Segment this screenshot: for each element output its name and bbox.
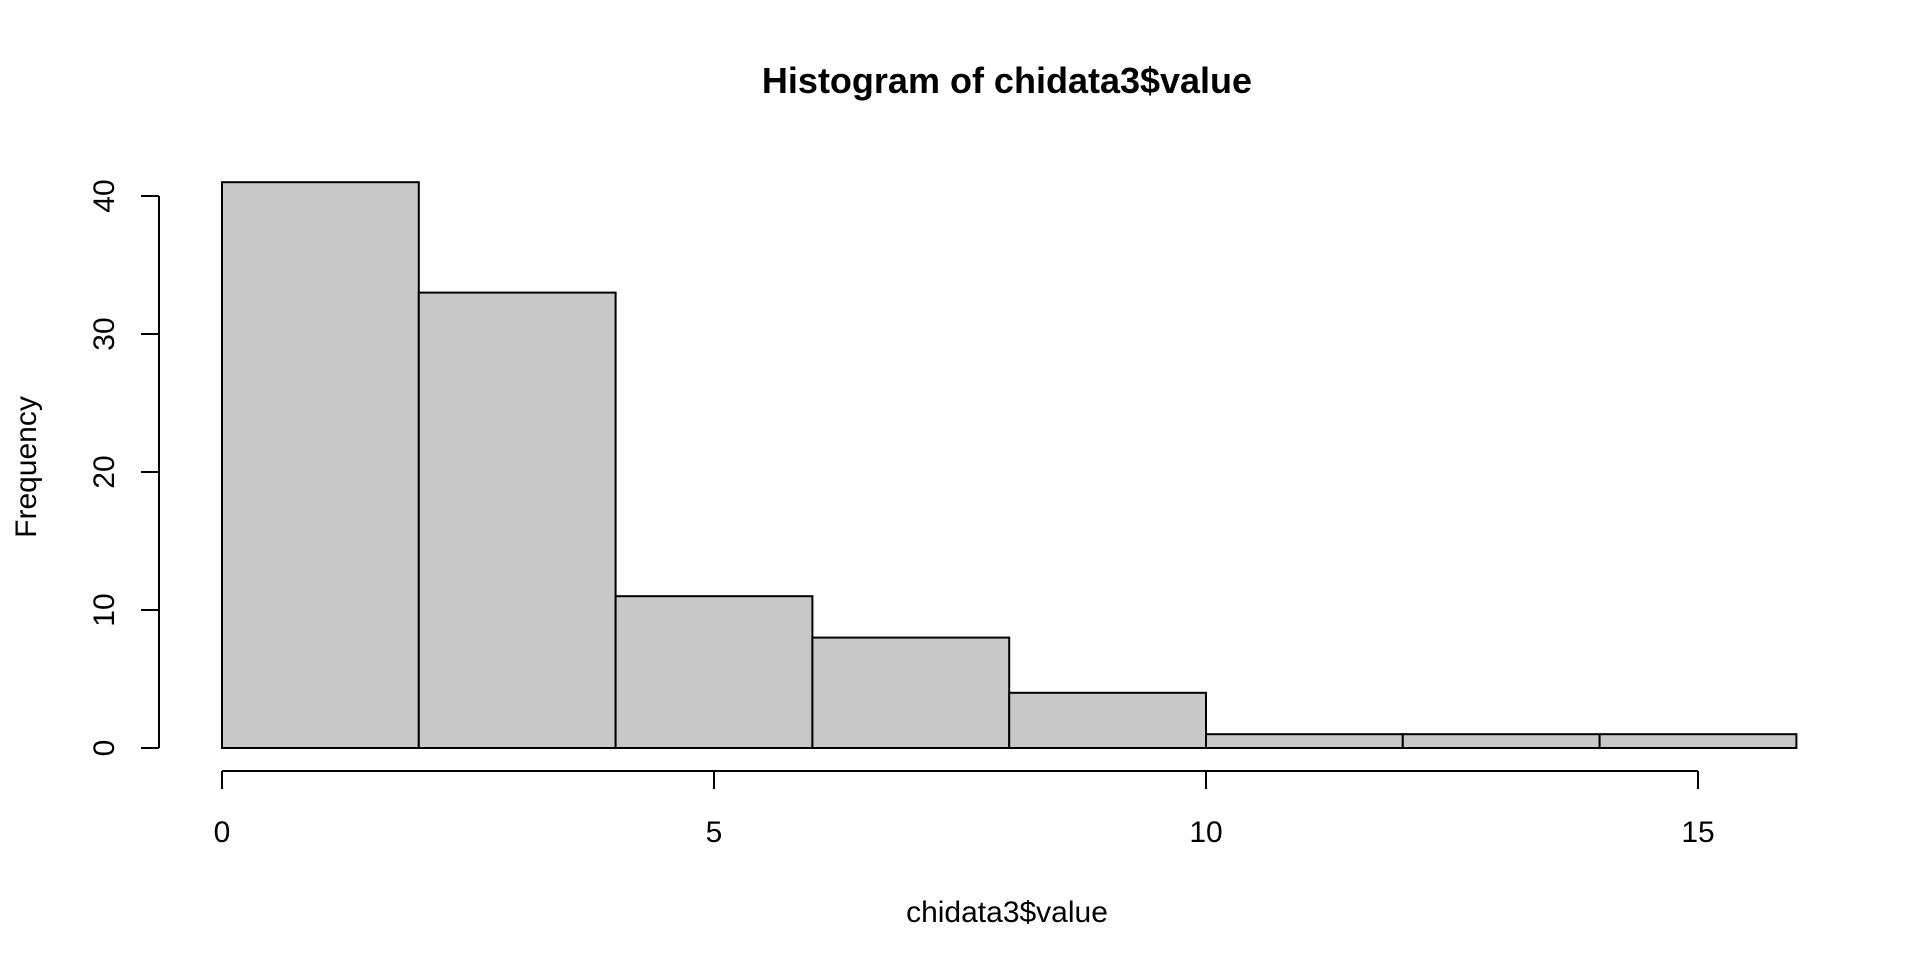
y-tick-label: 40 xyxy=(88,179,121,212)
bars-group xyxy=(221,181,1798,750)
y-axis: 0 10 20 30 40 xyxy=(88,179,160,757)
x-tick-label: 10 xyxy=(1189,816,1222,849)
histogram-bar-5 xyxy=(1205,733,1404,750)
x-tick-label: 0 xyxy=(214,816,231,849)
y-tick-label: 10 xyxy=(88,593,121,626)
chart-title: Histogram of chidata3$value xyxy=(762,60,1252,101)
histogram-bar-2 xyxy=(614,595,814,750)
y-axis-label: Frequency xyxy=(10,396,43,538)
x-tick-label: 5 xyxy=(706,816,723,849)
histogram-bar-1 xyxy=(417,291,617,749)
histogram-bar-0 xyxy=(221,181,420,749)
x-tick-label: 15 xyxy=(1681,816,1714,849)
x-axis: 0 5 10 15 xyxy=(214,770,1715,849)
histogram-bar-7 xyxy=(1598,733,1798,750)
y-tick-label: 30 xyxy=(88,317,121,350)
histogram-bar-3 xyxy=(811,636,1011,749)
histogram-bar-6 xyxy=(1401,733,1601,750)
y-tick-label: 0 xyxy=(88,740,121,757)
histogram-bar-4 xyxy=(1008,691,1208,749)
y-tick-label: 20 xyxy=(88,455,121,488)
x-axis-label: chidata3$value xyxy=(906,896,1108,929)
